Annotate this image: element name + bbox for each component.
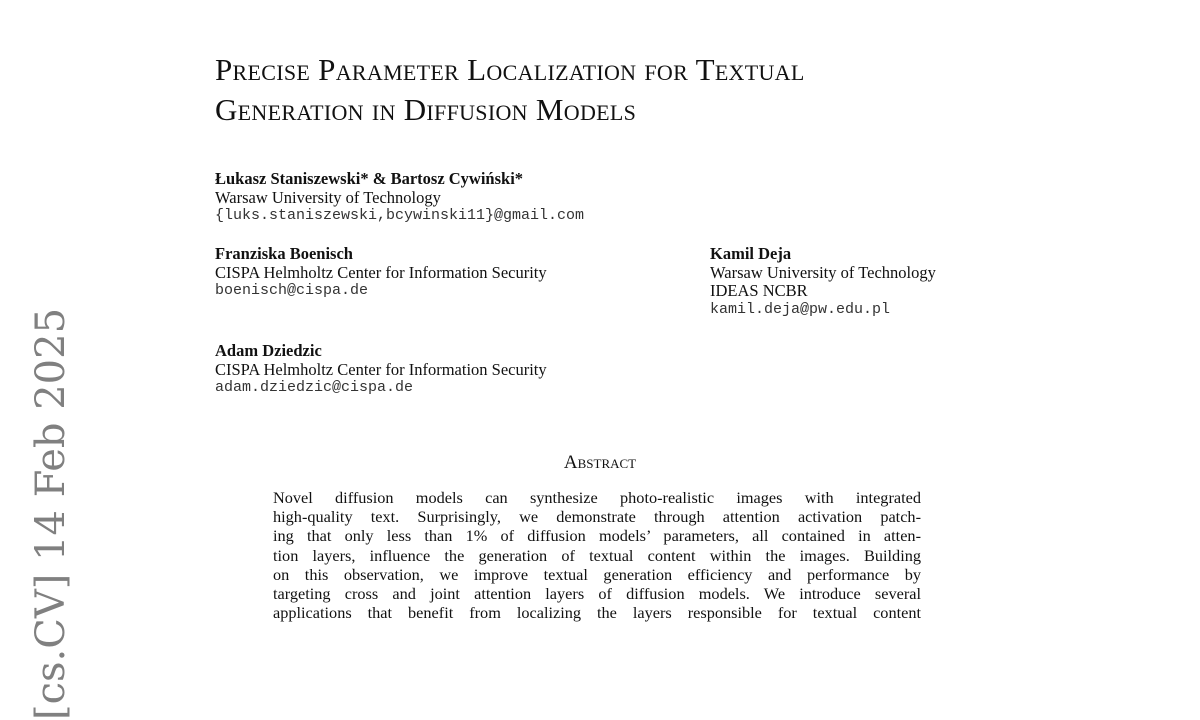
abstract-line: applications that benefit from localizin… [273, 603, 921, 623]
author-name: Kamil Deja [710, 244, 792, 263]
abstract-line: ing that only less than 1% of diffusion … [273, 526, 921, 546]
abstract-line: high-quality text. Surprisingly, we demo… [273, 507, 921, 527]
title-line-2: Generation in Diffusion Models [215, 92, 637, 127]
author-affiliation: CISPA Helmholtz Center for Information S… [215, 359, 547, 379]
author-name: Łukasz Staniszewski* & Bartosz Cywiński* [215, 169, 524, 188]
author-block-1: Łukasz Staniszewski* & Bartosz Cywiński*… [215, 169, 585, 226]
author-block-2: Franziska Boenisch CISPA Helmholtz Cente… [215, 244, 547, 301]
author-email: adam.dziedzic@cispa.de [215, 379, 414, 396]
abstract-line: on this observation, we improve textual … [273, 564, 921, 584]
abstract-line: tion layers, influence the generation of… [273, 545, 921, 565]
arxiv-stamp: [cs.CV] 14 Feb 2025 [28, 308, 74, 720]
abstract-line: targeting cross and joint attention laye… [273, 584, 921, 604]
abstract-line: Novel diffusion models can synthesize ph… [273, 488, 921, 507]
author-affiliation: IDEAS NCBR [710, 281, 808, 300]
author-name: Franziska Boenisch [215, 244, 353, 263]
author-affiliation: Warsaw University of Technology [710, 262, 936, 282]
abstract-body: Novel diffusion models can synthesize ph… [273, 488, 921, 622]
author-email: kamil.deja@pw.edu.pl [710, 300, 891, 318]
author-name: Adam Dziedzic [215, 341, 322, 360]
title-line-1: Precise Parameter Localization for Textu… [215, 52, 805, 87]
author-email: {luks.staniszewski,bcywinski11}@gmail.co… [215, 207, 585, 224]
paper-title: Precise Parameter Localization for Textu… [215, 50, 805, 130]
abstract-heading: Abstract [563, 452, 637, 473]
author-affiliation: CISPA Helmholtz Center for Information S… [215, 262, 547, 282]
author-email: boenisch@cispa.de [215, 282, 369, 299]
author-affiliation: Warsaw University of Technology [215, 187, 441, 207]
author-block-3: Kamil Deja Warsaw University of Technolo… [710, 244, 936, 319]
author-block-4: Adam Dziedzic CISPA Helmholtz Center for… [215, 341, 547, 398]
